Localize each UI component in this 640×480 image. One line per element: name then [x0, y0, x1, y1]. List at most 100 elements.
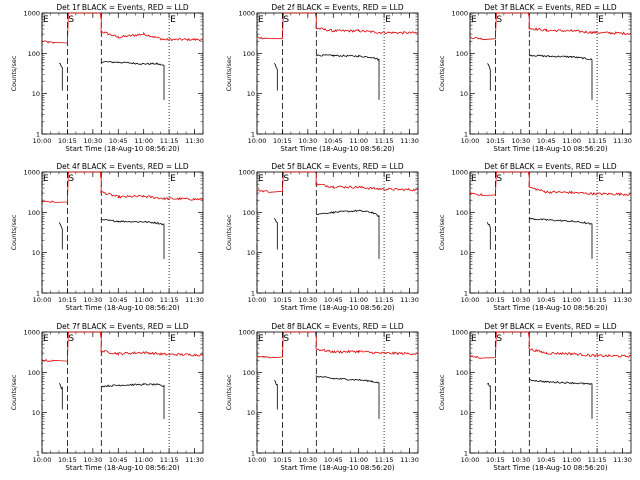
series-lld-line — [41, 12, 203, 44]
x-tick-label: 10:00 — [461, 456, 480, 464]
series-events-early — [58, 382, 63, 410]
y-tick-label: 1000 — [451, 169, 468, 177]
y-tick-label: 10 — [32, 249, 40, 257]
chart-title: Det 2f BLACK = Events, RED = LLD — [271, 3, 404, 12]
marker-label: E — [598, 15, 604, 25]
y-axis-label: Counts/sec — [10, 214, 18, 250]
series-lld-line — [256, 12, 418, 40]
series-events-early — [58, 222, 63, 250]
marker-label: E — [170, 15, 176, 25]
y-tick-label: 100 — [456, 369, 468, 377]
y-axis-label: Counts/sec — [438, 55, 446, 91]
y-tick-label: 100 — [28, 369, 40, 377]
x-tick-label: 10:45 — [109, 296, 128, 304]
x-tick-label: 10:00 — [33, 137, 52, 145]
marker-label: S — [68, 334, 74, 344]
x-tick-label: 10:15 — [273, 296, 292, 304]
x-axis-label: Start Time (18-Aug-10 08:56:20) — [65, 304, 179, 312]
x-tick-label: 10:00 — [33, 456, 52, 464]
x-tick-label: 10:15 — [58, 137, 77, 145]
plot-frame — [256, 171, 419, 294]
y-tick-label: 100 — [243, 50, 255, 58]
y-tick-label: 100 — [243, 209, 255, 217]
chart-title: Det 6f BLACK = Events, RED = LLD — [484, 162, 617, 171]
y-tick-label: 1000 — [451, 10, 468, 18]
series-events-early — [486, 221, 491, 250]
marker-label: E — [258, 334, 264, 344]
y-tick-label: 1 — [464, 450, 468, 458]
x-tick-label: 11:00 — [134, 137, 153, 145]
x-tick-label: 11:30 — [185, 137, 204, 145]
y-tick-label: 100 — [28, 50, 40, 58]
series-events-early — [273, 380, 278, 410]
marker-label: E — [471, 174, 477, 184]
x-axis-label: Start Time (18-Aug-10 08:56:20) — [493, 145, 607, 153]
marker-label: S — [496, 174, 502, 184]
x-tick-label: 10:15 — [58, 456, 77, 464]
y-tick-label: 1 — [251, 290, 255, 298]
plot-frame — [41, 331, 204, 454]
y-tick-label: 10 — [247, 249, 255, 257]
y-tick-label: 100 — [28, 209, 40, 217]
y-tick-label: 1 — [464, 290, 468, 298]
plot-frame — [41, 12, 204, 135]
plot-frame — [469, 12, 632, 135]
y-tick-label: 1000 — [23, 329, 40, 337]
x-tick-label: 10:00 — [33, 296, 52, 304]
series-events-early — [273, 217, 278, 250]
y-tick-label: 10 — [460, 90, 468, 98]
x-tick-label: 10:15 — [486, 456, 505, 464]
y-axis-label: Counts/sec — [10, 55, 18, 91]
x-tick-label: 11:30 — [400, 137, 419, 145]
marker-label: S — [496, 334, 502, 344]
series-events-main — [315, 209, 380, 259]
y-tick-label: 1 — [36, 450, 40, 458]
x-tick-label: 10:00 — [248, 296, 267, 304]
y-tick-label: 10 — [247, 409, 255, 417]
x-tick-label: 11:30 — [613, 456, 632, 464]
chart-title: Det 1f BLACK = Events, RED = LLD — [56, 3, 189, 12]
x-tick-label: 11:30 — [613, 296, 632, 304]
y-tick-label: 10 — [32, 409, 40, 417]
chart-title: Det 9f BLACK = Events, RED = LLD — [484, 322, 617, 331]
x-tick-label: 11:00 — [349, 456, 368, 464]
marker-label: E — [170, 174, 176, 184]
marker-label: E — [43, 174, 49, 184]
marker-label: S — [283, 334, 289, 344]
x-tick-label: 10:15 — [486, 137, 505, 145]
x-tick-label: 11:30 — [613, 137, 632, 145]
chart-title: Det 5f BLACK = Events, RED = LLD — [271, 162, 404, 171]
x-tick-label: 10:45 — [324, 456, 343, 464]
x-tick-label: 11:30 — [400, 456, 419, 464]
x-tick-label: 10:15 — [273, 137, 292, 145]
x-tick-label: 10:00 — [248, 456, 267, 464]
x-tick-label: 11:15 — [160, 296, 179, 304]
x-tick-label: 11:30 — [400, 296, 419, 304]
marker-label: E — [471, 15, 477, 25]
series-lld-line — [469, 12, 631, 41]
x-tick-label: 10:30 — [298, 456, 317, 464]
x-tick-label: 10:30 — [511, 456, 530, 464]
series-events-main — [528, 217, 593, 259]
y-axis-label: Counts/sec — [10, 374, 18, 410]
x-tick-label: 10:30 — [511, 137, 530, 145]
x-tick-label: 10:45 — [537, 296, 556, 304]
x-tick-label: 11:15 — [160, 456, 179, 464]
y-tick-label: 10 — [460, 409, 468, 417]
x-tick-label: 10:00 — [461, 137, 480, 145]
series-events-early — [487, 63, 491, 91]
marker-label: E — [170, 334, 176, 344]
y-tick-label: 10 — [460, 249, 468, 257]
x-axis-label: Start Time (18-Aug-10 08:56:20) — [280, 464, 394, 472]
x-axis-label: Start Time (18-Aug-10 08:56:20) — [280, 304, 394, 312]
chart-title: Det 3f BLACK = Events, RED = LLD — [484, 3, 617, 12]
x-tick-label: 10:15 — [273, 456, 292, 464]
x-tick-label: 10:45 — [109, 137, 128, 145]
chart-panel-3: Det 3f BLACK = Events, RED = LLD 1 10 100 10… — [438, 3, 632, 153]
y-tick-label: 1 — [251, 131, 255, 139]
x-tick-label: 10:30 — [83, 456, 102, 464]
series-events-main — [100, 218, 165, 259]
y-tick-label: 10 — [247, 90, 255, 98]
chart-panel-2: Det 2f BLACK = Events, RED = LLD 1 10 100 10… — [225, 3, 419, 153]
marker-label: E — [598, 174, 604, 184]
